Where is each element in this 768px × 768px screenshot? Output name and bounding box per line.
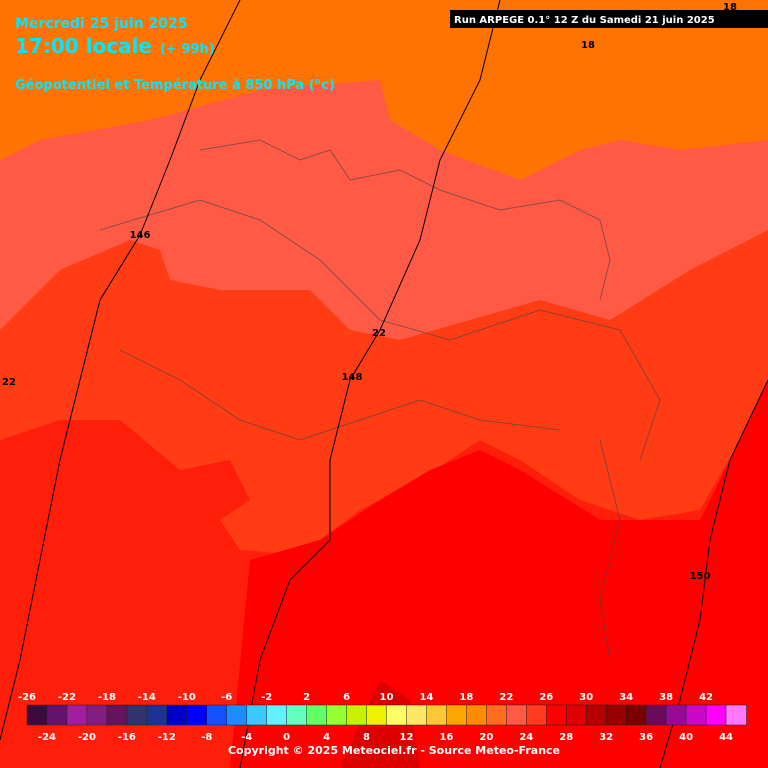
colorbar-label: -26 bbox=[18, 692, 36, 703]
color-swatch bbox=[46, 704, 68, 726]
contour-label: 150 bbox=[690, 571, 711, 582]
color-swatch bbox=[306, 704, 328, 726]
color-swatch bbox=[86, 704, 108, 726]
color-swatch bbox=[486, 704, 508, 726]
color-swatch bbox=[526, 704, 548, 726]
colorbar-label: -16 bbox=[118, 732, 136, 743]
color-swatch bbox=[585, 704, 607, 726]
colorbar-label: 24 bbox=[519, 732, 533, 743]
color-swatch bbox=[206, 704, 228, 726]
color-swatch bbox=[166, 704, 188, 726]
colorbar-label: -20 bbox=[78, 732, 96, 743]
colorbar-label: 12 bbox=[400, 732, 414, 743]
colorbar-label: 38 bbox=[659, 692, 673, 703]
contour-label: 146 bbox=[130, 230, 151, 241]
colorbar-label: 40 bbox=[679, 732, 693, 743]
color-swatch bbox=[106, 704, 128, 726]
color-swatch bbox=[146, 704, 168, 726]
contour-label: 18 bbox=[723, 2, 737, 13]
color-swatch bbox=[186, 704, 208, 726]
colorbar-label: 14 bbox=[419, 692, 433, 703]
color-swatch bbox=[366, 704, 388, 726]
colorbar-label: 4 bbox=[323, 732, 330, 743]
colorbar-label: -14 bbox=[138, 692, 156, 703]
color-swatch bbox=[426, 704, 448, 726]
copyright: Copyright © 2025 Meteociel.fr - Source M… bbox=[228, 744, 560, 757]
color-swatch bbox=[566, 704, 587, 726]
color-swatch bbox=[26, 704, 48, 726]
color-swatch bbox=[226, 704, 248, 726]
colorbar-label: 2 bbox=[303, 692, 310, 703]
color-swatch bbox=[386, 704, 408, 726]
color-swatch bbox=[725, 704, 747, 726]
color-swatch bbox=[266, 704, 288, 726]
colorbar-label: 28 bbox=[559, 732, 573, 743]
colorbar-label: 42 bbox=[699, 692, 713, 703]
colorbar-label: 36 bbox=[639, 732, 653, 743]
color-swatch bbox=[705, 704, 727, 726]
colorbar-label: -12 bbox=[158, 732, 176, 743]
colorbar-label: -2 bbox=[261, 692, 272, 703]
color-swatch bbox=[665, 704, 687, 726]
color-swatch bbox=[346, 704, 368, 726]
color-swatch bbox=[126, 704, 148, 726]
colorbar-label: -10 bbox=[178, 692, 196, 703]
color-swatch bbox=[546, 704, 567, 726]
colorbar-label: 8 bbox=[363, 732, 370, 743]
contour-label: 22 bbox=[2, 377, 16, 388]
borders bbox=[99, 139, 661, 661]
colorbar-label: 6 bbox=[343, 692, 350, 703]
colorbar-label: 30 bbox=[579, 692, 593, 703]
color-swatch bbox=[625, 704, 647, 726]
color-swatch bbox=[286, 704, 308, 726]
colorbar-label: -24 bbox=[38, 732, 56, 743]
colorbar-label: 26 bbox=[539, 692, 553, 703]
color-swatch bbox=[605, 704, 627, 726]
colorbar-label: 20 bbox=[479, 732, 493, 743]
colorbar-label: 44 bbox=[719, 732, 733, 743]
colorbar-label: 32 bbox=[599, 732, 613, 743]
date-line: Mercredi 25 juin 2025 bbox=[15, 16, 187, 32]
colorbar-label: 22 bbox=[499, 692, 513, 703]
colorbar-label: 0 bbox=[283, 732, 290, 743]
color-swatch bbox=[506, 704, 528, 726]
colorbar-label: -18 bbox=[98, 692, 116, 703]
colorbar: -26 -22 -18 -14 -10 -6 -2 2 6 10 14 18 22 26 30 34 38 42-… bbox=[18, 692, 747, 743]
color-swatch bbox=[66, 704, 88, 726]
colorbar-label: 16 bbox=[439, 732, 453, 743]
colorbar-label: -22 bbox=[58, 692, 76, 703]
zone-deep-red bbox=[230, 380, 768, 768]
colorbar-label: -6 bbox=[221, 692, 232, 703]
color-swatch bbox=[326, 704, 348, 726]
color-swatch bbox=[246, 704, 268, 726]
colorbar-label: -4 bbox=[241, 732, 252, 743]
contour-label: 148 bbox=[342, 372, 363, 383]
contour-label: 18 bbox=[581, 40, 595, 51]
colorbar-label: 10 bbox=[380, 692, 394, 703]
subtitle: Géopotentiel et Température à 850 hPa (°… bbox=[15, 78, 335, 93]
run-info: Run ARPEGE 0.1° 12 Z du Samedi 21 juin 2… bbox=[454, 15, 715, 26]
color-swatch bbox=[685, 704, 707, 726]
color-swatch bbox=[406, 704, 428, 726]
contour-label: 22 bbox=[372, 328, 386, 339]
colorbar-label: 18 bbox=[459, 692, 473, 703]
colorbar-label: -8 bbox=[201, 732, 212, 743]
colorbar-label: 34 bbox=[619, 692, 633, 703]
run-box bbox=[450, 10, 768, 28]
color-swatch bbox=[466, 704, 488, 726]
color-swatch bbox=[645, 704, 667, 726]
time-line: 17:00 locale bbox=[15, 34, 152, 58]
lead-time: (+ 99h) bbox=[160, 42, 215, 57]
color-swatch bbox=[446, 704, 468, 726]
